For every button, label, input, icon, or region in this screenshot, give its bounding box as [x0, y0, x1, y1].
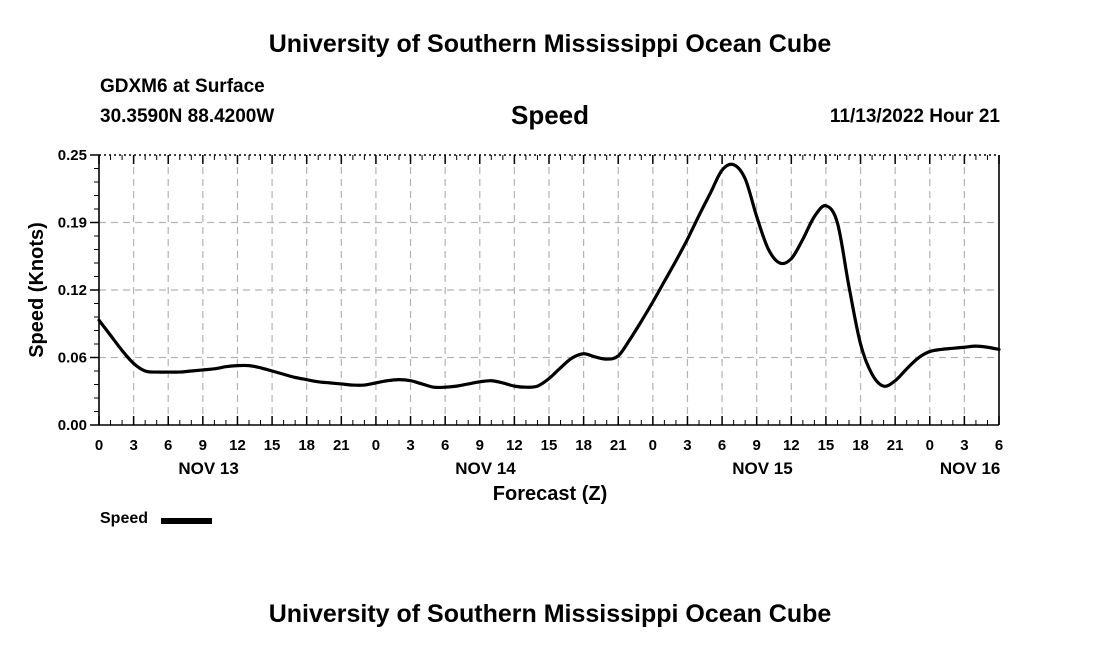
x-tick-label: 12: [506, 437, 523, 454]
minor-ticks: [94, 155, 988, 425]
y-axis-title: Speed (Knots): [26, 222, 48, 358]
x-tick-label: 18: [852, 437, 869, 454]
x-tick-label: 0: [926, 437, 934, 454]
x-tick-label: 12: [783, 437, 800, 454]
day-label: NOV 13: [178, 459, 238, 478]
chart-axes: [90, 154, 1000, 426]
x-tick-label: 15: [264, 437, 281, 454]
y-tick-label: 0.00: [58, 417, 87, 434]
station-label: GDXM6 at Surface: [100, 76, 265, 97]
x-tick-label: 9: [199, 437, 207, 454]
day-label: NOV 15: [732, 459, 792, 478]
x-tick-label: 6: [441, 437, 449, 454]
x-tick-label: 18: [298, 437, 315, 454]
day-labels: NOV 13 NOV 14 NOV 15 NOV 16: [178, 459, 1000, 478]
y-tick-label: 0.06: [58, 350, 87, 367]
x-tick-label: 0: [95, 437, 103, 454]
forecast-datetime: 11/13/2022 Hour 21: [829, 106, 1000, 127]
series-layer: [97, 162, 1001, 390]
x-tick-label: 3: [683, 437, 691, 454]
x-tick-label: 6: [164, 437, 172, 454]
x-tick-label: 9: [753, 437, 761, 454]
x-tick-label: 6: [995, 437, 1003, 454]
y-tick-labels: 0.00 0.06 0.12 0.19 0.25: [58, 147, 87, 434]
x-tick-label: 3: [406, 437, 414, 454]
x-tick-label: 21: [333, 437, 350, 454]
x-tick-label: 21: [887, 437, 904, 454]
bottom-title: University of Southern Mississippi Ocean…: [268, 600, 832, 628]
legend-swatch: [161, 518, 212, 524]
x-tick-label: 3: [960, 437, 968, 454]
day-label: NOV 14: [455, 459, 516, 478]
x-tick-label: 12: [229, 437, 246, 454]
station-coordinates: 30.3590N 88.4200W: [100, 106, 275, 127]
x-tick-label: 15: [818, 437, 835, 454]
y-tick-label: 0.19: [58, 215, 87, 232]
x-tick-label: 9: [476, 437, 484, 454]
x-tick-label: 6: [718, 437, 726, 454]
speed-series-line: [97, 162, 1001, 390]
x-axis-title: Forecast (Z): [493, 483, 607, 505]
x-tick-label: 15: [541, 437, 558, 454]
x-tick-label: 0: [372, 437, 380, 454]
y-tick-label: 0.12: [58, 282, 87, 299]
y-tick-label: 0.25: [58, 147, 87, 164]
x-tick-label: 0: [649, 437, 657, 454]
chart-title: Speed: [510, 100, 590, 130]
top-title: University of Southern Mississippi Ocean…: [268, 30, 832, 58]
x-tick-labels: 0 3 6 9 12 15 18 21 0 3 6 9 12 15 18 21 0 3 6 9 12 15 18 21 0 3 6: [95, 437, 1003, 454]
chart-grid: [99, 155, 999, 425]
x-tick-label: 3: [129, 437, 137, 454]
x-tick-label: 21: [610, 437, 627, 454]
x-tick-label: 18: [575, 437, 592, 454]
legend-label: Speed: [100, 510, 149, 527]
day-label: NOV 16: [940, 459, 1000, 478]
